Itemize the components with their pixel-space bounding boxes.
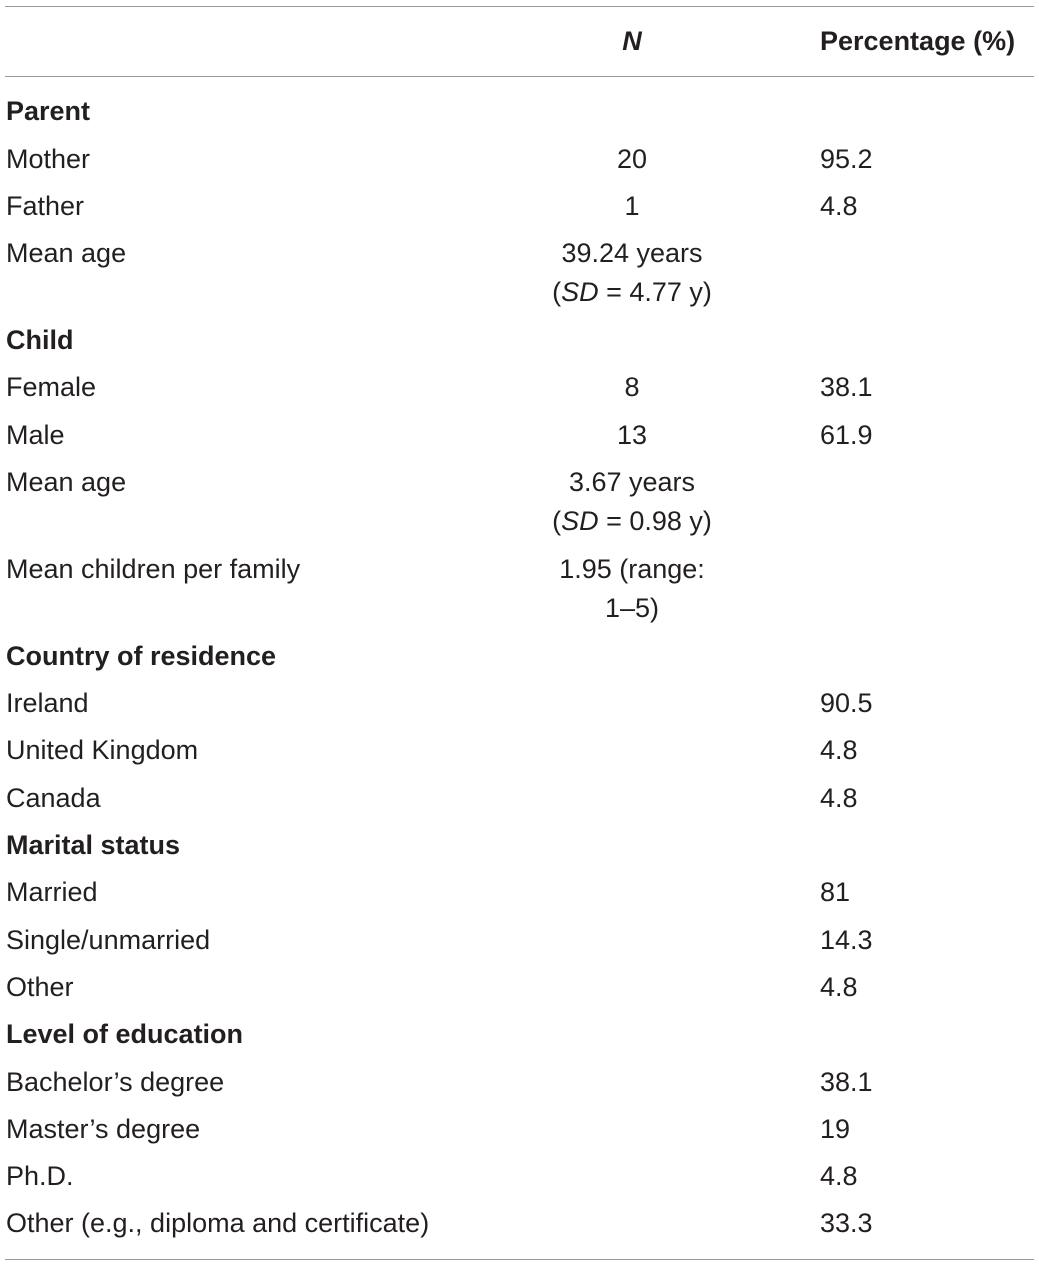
row-percentage: 33.3: [820, 1208, 873, 1238]
row-label: Bachelor’s degree: [6, 1067, 225, 1097]
row-n: 39.24 years (SD = 4.77 y): [552, 238, 712, 307]
row-percentage: 61.9: [820, 420, 873, 450]
row-label: Mother: [6, 144, 91, 174]
row-n: 20: [616, 144, 648, 174]
row-n: 8: [624, 372, 640, 402]
row-label: Other (e.g., diploma and certificate): [6, 1208, 430, 1238]
row-percentage: 4.8: [820, 783, 858, 813]
row-label: Mean age: [6, 238, 127, 268]
row-label: Other: [6, 972, 74, 1002]
header-rule: [5, 76, 1034, 77]
header-n: N: [622, 26, 642, 56]
row-n: 1.95 (range: 1–5): [559, 554, 705, 623]
row-label: Male: [6, 420, 65, 450]
row-percentage: 38.1: [820, 1067, 873, 1097]
row-percentage: 4.8: [820, 1161, 858, 1191]
row-n: 13: [616, 420, 648, 450]
row-label: Mean children per family: [6, 554, 301, 584]
row-percentage: 4.8: [820, 191, 858, 221]
row-percentage: 95.2: [820, 144, 873, 174]
row-percentage: 90.5: [820, 688, 873, 718]
row-label: Master’s degree: [6, 1114, 201, 1144]
top-rule: [5, 6, 1034, 7]
bottom-rule: [5, 1259, 1034, 1260]
row-percentage: 4.8: [820, 972, 858, 1002]
row-percentage: 38.1: [820, 372, 873, 402]
row-percentage: 81: [820, 877, 851, 907]
row-percentage: 19: [820, 1114, 851, 1144]
row-label: Ph.D.: [6, 1161, 74, 1191]
row-n: 1: [624, 191, 640, 221]
row-label: Single/unmarried: [6, 925, 211, 955]
row-label: Canada: [6, 783, 101, 813]
row-n: 3.67 years (SD = 0.98 y): [552, 467, 712, 536]
row-label: Father: [6, 191, 85, 221]
row-percentage: 4.8: [820, 735, 858, 765]
header-percentage: Percentage (%): [820, 26, 1016, 56]
row-label: Married: [6, 877, 98, 907]
row-percentage: 14.3: [820, 925, 873, 955]
row-label: United Kingdom: [6, 735, 199, 765]
row-label: Female: [6, 372, 97, 402]
row-label: Ireland: [6, 688, 89, 718]
row-label: Mean age: [6, 467, 127, 497]
